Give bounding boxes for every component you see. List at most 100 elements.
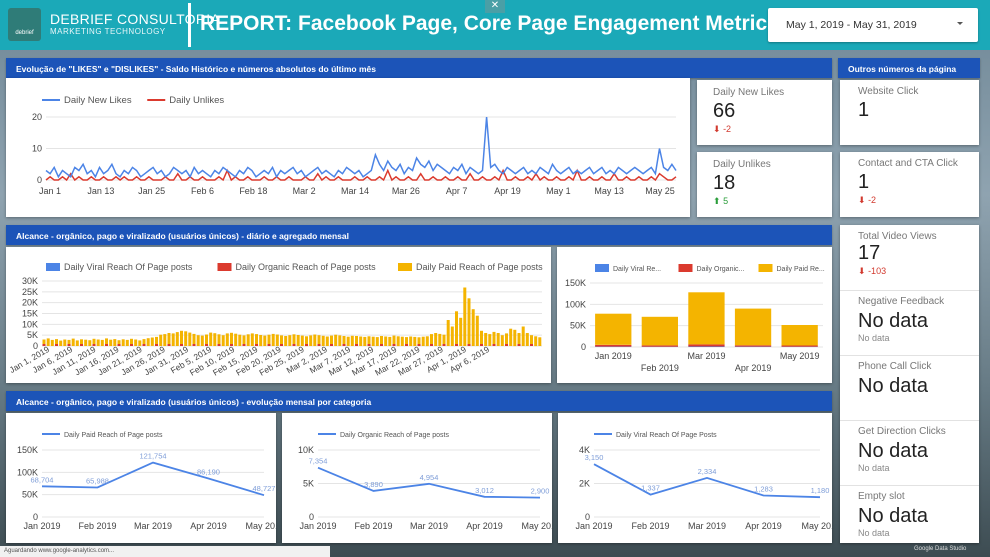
organic-bar	[330, 344, 333, 346]
reach-bar	[292, 334, 296, 346]
y-tick-label: 20K	[22, 298, 38, 308]
reach-bar	[84, 339, 88, 346]
organic-bar	[480, 344, 483, 346]
x-tick-label: Mar 2019	[688, 521, 726, 531]
legend-swatch	[678, 264, 693, 272]
reach-bar	[209, 332, 213, 346]
reach-bar	[330, 335, 333, 346]
legend-swatch	[758, 264, 773, 272]
chevron-down-icon[interactable]	[957, 22, 963, 25]
data-label: 121,754	[139, 452, 166, 461]
x-tick-label: Feb 18	[239, 186, 267, 196]
reach-bar	[263, 335, 267, 346]
kpi-subtext: No data	[858, 463, 890, 473]
kpi-delta: ⬇ -2	[858, 195, 877, 205]
x-tick-label: Feb 2019	[631, 521, 669, 531]
reach-bar	[271, 333, 275, 346]
data-label: 3,012	[475, 486, 494, 495]
paid-reach-card: Daily Paid Reach of Page posts 0 50K 100K 15…	[6, 413, 283, 543]
kpi-label: Total Video Views	[858, 231, 937, 242]
x-tick-label: Apr 2019	[466, 521, 503, 531]
y-tick-label: 0	[585, 512, 590, 522]
organic-bar	[305, 344, 308, 346]
reach-bar	[446, 320, 450, 346]
reach-bar	[475, 315, 479, 346]
y-tick-label: 0	[309, 512, 314, 522]
kpi-delta: ⬇ -103	[858, 266, 887, 276]
section-likes-header: Evolução de "LIKES" e "DISLIKES" - Saldo…	[6, 58, 832, 78]
reach-bar	[192, 333, 196, 346]
paid-reach-line-chart[interactable]: Daily Paid Reach of Page posts 0 50K 100K 15…	[6, 413, 283, 543]
brand-name: DEBRIEF CONSULTORIA	[50, 11, 221, 27]
y-tick-label: 150K	[17, 445, 38, 455]
reach-bar	[538, 337, 542, 346]
data-label: 3,890	[364, 480, 383, 489]
reach-bar	[150, 337, 154, 346]
series-line-daily-unlikes	[45, 168, 677, 182]
kpi-subtext: No data	[858, 528, 890, 538]
reach-bar	[450, 326, 454, 346]
reach-bar	[471, 309, 475, 346]
date-range-picker[interactable]: May 1, 2019 - May 31, 2019	[768, 8, 978, 42]
reach-bar	[225, 333, 229, 346]
kpi-value: 66	[713, 100, 736, 122]
reach-bar	[67, 339, 71, 346]
kpi-value: No data	[858, 505, 929, 527]
organic-bar	[392, 344, 396, 346]
reach-bar	[434, 333, 438, 346]
organic-bar	[205, 344, 208, 346]
reach-bar	[146, 338, 150, 346]
reach-bar	[342, 336, 346, 346]
reach-bar	[230, 332, 233, 346]
reach-bar	[346, 336, 350, 346]
x-tick-label: Feb 2019	[78, 521, 116, 531]
reach-bar	[134, 339, 138, 346]
organic-reach-line-chart[interactable]: Daily Organic Reach of Page posts 0 5K 10K 7…	[282, 413, 559, 543]
reach-bar	[496, 333, 500, 346]
organic-bar	[92, 344, 96, 346]
monthly-bar-segment	[688, 292, 725, 345]
y-tick-label: 50K	[570, 321, 586, 331]
monthly-bar-segment	[781, 325, 818, 346]
date-range-value: May 1, 2019 - May 31, 2019	[786, 19, 917, 31]
monthly-reach-bar-chart[interactable]: Daily Viral Re... Daily Organic... Daily P…	[557, 247, 832, 383]
reach-bar	[105, 338, 108, 346]
reach-bar	[521, 326, 525, 346]
organic-bar	[80, 344, 83, 346]
arrow-down-icon: ⬇	[858, 266, 866, 276]
reach-bar	[430, 334, 433, 346]
monthly-bar-segment	[641, 316, 678, 346]
section-monthly-header: Alcance - orgânico, pago e viralizado (u…	[6, 391, 832, 411]
kpi-value: 1	[858, 99, 870, 121]
organic-bar	[517, 344, 521, 346]
legend-swatch	[217, 263, 232, 271]
organic-reach-card: Daily Organic Reach of Page posts 0 5K 10K 7…	[282, 413, 559, 543]
reach-bar	[175, 332, 179, 346]
data-label: 2,334	[698, 467, 717, 476]
series-line	[593, 463, 821, 499]
arrow-down-icon: ⬇	[713, 124, 721, 134]
debrief-logo: debrief	[8, 8, 41, 41]
reach-bar	[238, 334, 242, 346]
legend-label: Daily Viral Reach Of Page posts	[64, 262, 193, 272]
reach-bar	[138, 340, 142, 346]
y-tick-label: 100K	[17, 467, 38, 477]
kpi-unlikes: Daily Unlikes 18 ⬆ 5	[697, 152, 832, 217]
reach-bar	[500, 335, 504, 346]
legend-swatch	[46, 263, 60, 271]
reach-bar	[171, 333, 175, 346]
reach-bar	[246, 334, 250, 346]
reach-bar	[509, 328, 513, 346]
reach-bar	[530, 335, 533, 346]
organic-bar	[130, 344, 133, 346]
organic-bar	[117, 344, 121, 346]
likes-line-chart[interactable]: Daily New Likes Daily Unlikes 0 10 20 Jan 1 Ja…	[6, 78, 690, 217]
data-label: 1,337	[641, 484, 660, 493]
daily-reach-bar-chart[interactable]: Daily Viral Reach Of Page posts Daily Org…	[6, 247, 551, 383]
reach-bar	[350, 335, 354, 346]
likes-chart-card: Daily New Likes Daily Unlikes 0 10 20 Jan 1 Ja…	[6, 78, 690, 217]
close-icon[interactable]: ✕	[485, 0, 505, 13]
reach-bar	[142, 339, 146, 346]
series-line-daily-new-likes	[45, 116, 677, 179]
viral-reach-line-chart[interactable]: Daily Viral Reach Of Page Posts 0 2K 4K3,15…	[558, 413, 838, 543]
